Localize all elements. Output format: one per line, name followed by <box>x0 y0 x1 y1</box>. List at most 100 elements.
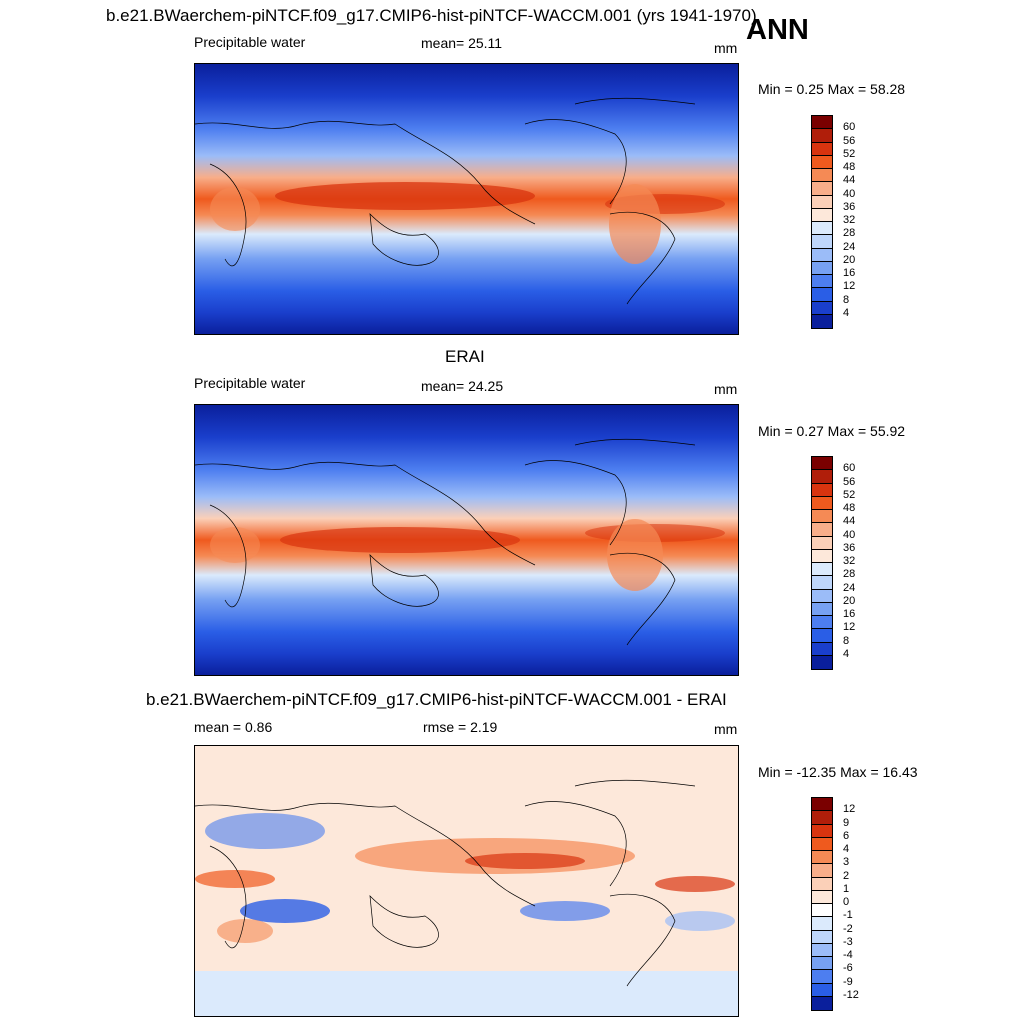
colorbar-tick-label: 16 <box>843 608 856 620</box>
colorbar-swatch <box>812 824 832 838</box>
colorbar-tick-label: 16 <box>843 267 856 279</box>
colorbar-swatch <box>812 616 832 630</box>
panel-diff-map-svg <box>195 746 738 1016</box>
colorbar-swatch <box>812 116 832 130</box>
colorbar-tick-label: 40 <box>843 528 856 541</box>
colorbar-tick-label: -9 <box>843 975 853 988</box>
colorbar-tick-label: 44 <box>843 174 856 187</box>
panel-model-minmax: Min = 0.25 Max = 58.28 <box>758 81 906 97</box>
colorbar-tick-label: 56 <box>843 134 856 147</box>
colorbar-tick-label: 4 <box>843 843 850 855</box>
colorbar-tick-label: 2 <box>843 869 850 882</box>
colorbar-tick-label: 4 <box>843 647 850 660</box>
colorbar-tick-label: 6 <box>843 829 850 842</box>
colorbar-tick-label: 28 <box>843 568 856 581</box>
colorbar-tick-label: -4 <box>843 949 853 961</box>
colorbar-tick-label: 3 <box>843 856 850 869</box>
colorbar-swatch <box>812 301 832 315</box>
colorbar-tick-label: 20 <box>843 253 856 266</box>
colorbar-tick-label: 44 <box>843 515 856 528</box>
colorbar-swatch <box>812 589 832 603</box>
colorbar-tick-label: 9 <box>843 816 850 829</box>
colorbar-swatch <box>812 155 832 169</box>
colorbar-swatch <box>812 457 832 471</box>
colorbar-swatch <box>812 851 832 865</box>
colorbar-tick-label: 12 <box>843 803 856 816</box>
colorbar-tick-label: 52 <box>843 488 856 501</box>
colorbar-swatch <box>812 943 832 957</box>
colorbar-tick-label: 24 <box>843 581 856 594</box>
colorbar-tick-label: 48 <box>843 502 856 514</box>
colorbar-swatch <box>812 208 832 222</box>
panel-diff-colorbar-ticks: 12 9 6 4 3 2 1 0 -1 -2 -3 -4 -6 -9 -12 <box>843 797 883 1011</box>
colorbar-swatch <box>812 288 832 302</box>
colorbar-swatch <box>812 275 832 289</box>
colorbar-tick-label: -12 <box>843 988 859 1001</box>
colorbar-tick-label: 8 <box>843 634 850 647</box>
colorbar-swatch <box>812 314 832 328</box>
panel-diff-minmax: Min = -12.35 Max = 16.43 <box>758 764 918 780</box>
colorbar-swatch <box>812 798 832 812</box>
colorbar-swatch <box>812 142 832 156</box>
panel-obs-colorbar <box>811 456 833 670</box>
panel-obs-variable-label: Precipitable water <box>194 375 306 391</box>
colorbar-swatch <box>812 864 832 878</box>
colorbar-tick-label: 40 <box>843 187 856 200</box>
colorbar-swatch <box>812 483 832 497</box>
colorbar-swatch <box>812 195 832 209</box>
colorbar-tick-label: 48 <box>843 161 856 173</box>
panel-obs-title: ERAI <box>445 347 485 366</box>
panel-model-colorbar-ticks: 60 56 52 48 44 40 36 32 28 24 20 16 12 8 4 <box>843 115 883 329</box>
colorbar-swatch <box>812 877 832 891</box>
panel-model-units-label: mm <box>714 40 738 56</box>
figure-title: b.e21.BWaerchem-piNTCF.f09_g17.CMIP6-his… <box>106 6 757 25</box>
panel-diff-colorbar <box>811 797 833 1011</box>
colorbar-tick-label: 28 <box>843 227 856 240</box>
colorbar-swatch <box>812 261 832 275</box>
panel-model-map <box>194 63 739 335</box>
colorbar-swatch <box>812 563 832 577</box>
panel-diff-rmse-label: rmse = 2.19 <box>423 719 498 735</box>
colorbar-tick-label: -1 <box>843 909 853 922</box>
colorbar-swatch <box>812 602 832 616</box>
colorbar-swatch <box>812 837 832 851</box>
panel-model-variable-label: Precipitable water <box>194 34 306 50</box>
colorbar-swatch <box>812 930 832 944</box>
panel-obs-mean-label: mean= 24.25 <box>421 378 504 394</box>
colorbar-swatch <box>812 996 832 1010</box>
colorbar-swatch <box>812 182 832 196</box>
colorbar-swatch <box>812 129 832 143</box>
colorbar-swatch <box>812 642 832 656</box>
panel-obs-colorbar-ticks: 60 56 52 48 44 40 36 32 28 24 20 16 12 8 4 <box>843 456 883 670</box>
panel-obs-map-svg <box>195 405 738 675</box>
colorbar-swatch <box>812 970 832 984</box>
colorbar-swatch <box>812 235 832 249</box>
colorbar-swatch <box>812 890 832 904</box>
colorbar-swatch <box>812 549 832 563</box>
colorbar-tick-label: 60 <box>843 121 856 134</box>
panel-model-mean-label: mean= 25.11 <box>421 35 503 51</box>
panel-model-colorbar <box>811 115 833 329</box>
colorbar-swatch <box>812 655 832 669</box>
panel-diff-title: b.e21.BWaerchem-piNTCF.f09_g17.CMIP6-his… <box>146 690 727 709</box>
colorbar-tick-label: 36 <box>843 200 856 213</box>
colorbar-swatch <box>812 496 832 510</box>
colorbar-swatch <box>812 904 832 918</box>
panel-diff-map <box>194 745 739 1017</box>
colorbar-swatch <box>812 222 832 236</box>
panel-obs-minmax: Min = 0.27 Max = 55.92 <box>758 423 906 439</box>
colorbar-tick-label: 20 <box>843 594 856 607</box>
season-label: ANN <box>746 14 809 46</box>
panel-diff-units-label: mm <box>714 721 738 737</box>
colorbar-tick-label: 56 <box>843 475 856 488</box>
colorbar-tick-label: 52 <box>843 147 856 160</box>
colorbar-tick-label: -2 <box>843 922 853 935</box>
panel-obs-map <box>194 404 739 676</box>
colorbar-tick-label: 60 <box>843 462 856 475</box>
colorbar-tick-label: -3 <box>843 935 853 948</box>
colorbar-swatch <box>812 983 832 997</box>
colorbar-swatch <box>812 169 832 183</box>
colorbar-tick-label: 32 <box>843 555 856 567</box>
colorbar-swatch <box>812 248 832 262</box>
colorbar-tick-label: 4 <box>843 306 850 319</box>
